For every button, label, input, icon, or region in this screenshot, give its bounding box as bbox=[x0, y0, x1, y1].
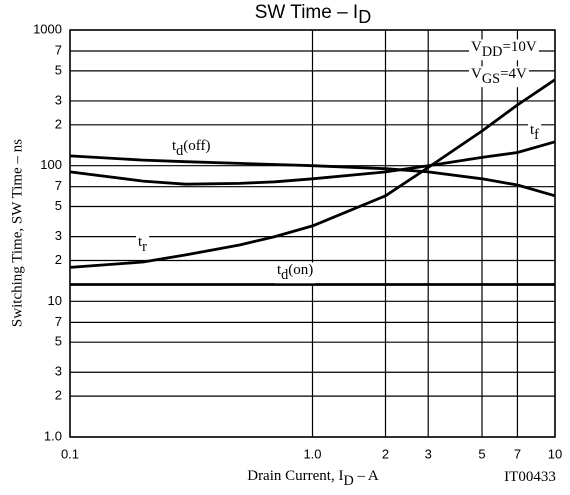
series-label: tr bbox=[138, 234, 147, 255]
y-tick-label: 3 bbox=[55, 92, 62, 107]
x-axis-label: Drain Current, ID – A bbox=[247, 468, 379, 489]
x-tick-label: 5 bbox=[478, 446, 485, 461]
series-label-sub: f bbox=[534, 127, 539, 143]
y-tick-label: 7 bbox=[55, 42, 62, 57]
y-tick-label: 3 bbox=[55, 364, 62, 379]
x-tick-label: 1.0 bbox=[303, 446, 321, 461]
chart-title-sub: D bbox=[358, 7, 371, 27]
chart-title: SW Time – ID bbox=[255, 2, 372, 27]
y-tick-label: 2 bbox=[55, 116, 62, 131]
annotation-part: V bbox=[471, 39, 482, 55]
label-background bbox=[170, 138, 213, 160]
x-tick-label: 7 bbox=[514, 446, 521, 461]
x-tick-label: 0.1 bbox=[61, 446, 79, 461]
annotation-part: IT00433 bbox=[504, 469, 556, 485]
series-label-part: (off) bbox=[183, 138, 210, 154]
y-tick-label: 7 bbox=[55, 314, 62, 329]
x-tick-label: 10 bbox=[548, 446, 562, 461]
y-tick-label: 100 bbox=[40, 157, 62, 172]
label-background bbox=[528, 122, 542, 144]
x-axis-label-sub: D bbox=[343, 473, 353, 489]
series-label: td(on) bbox=[277, 262, 313, 283]
label-background bbox=[469, 66, 530, 88]
annotation: VGS=4V bbox=[471, 66, 527, 87]
chart-title-part: SW Time – I bbox=[255, 2, 358, 23]
y-tick-label: 1.0 bbox=[44, 428, 62, 443]
label-background bbox=[469, 39, 539, 61]
annotation-sub: GS bbox=[482, 71, 500, 87]
annotation-sub: DD bbox=[482, 44, 503, 60]
annotation: VDD=10V bbox=[471, 39, 537, 60]
x-tick-label: 3 bbox=[425, 446, 432, 461]
y-tick-label: 7 bbox=[55, 178, 62, 193]
x-axis-label-part: – A bbox=[354, 468, 379, 484]
series-label: td(off) bbox=[172, 138, 211, 159]
annotation-part: =4V bbox=[500, 66, 527, 82]
x-tick-label: 2 bbox=[382, 446, 389, 461]
series-label-part: t bbox=[277, 262, 282, 278]
annotation-part: V bbox=[471, 66, 482, 82]
series-label-part: t bbox=[172, 138, 177, 154]
series-line bbox=[69, 78, 556, 269]
y-axis-label: Switching Time, SW Time – ns bbox=[9, 139, 25, 327]
y-tick-label: 10 bbox=[48, 293, 62, 308]
series-line bbox=[69, 140, 556, 186]
annotation-part: =10V bbox=[502, 39, 536, 55]
y-tick-label: 2 bbox=[55, 252, 62, 267]
series-label-sub: d bbox=[176, 143, 183, 159]
series-line bbox=[69, 154, 556, 198]
y-tick-label: 3 bbox=[55, 228, 62, 243]
y-tick-label: 1000 bbox=[33, 21, 62, 36]
series-label-part: (on) bbox=[288, 262, 313, 278]
label-background bbox=[136, 234, 150, 256]
series-label-part: t bbox=[530, 122, 535, 138]
series-label-sub: r bbox=[142, 239, 147, 255]
y-tick-label: 5 bbox=[55, 62, 62, 77]
label-background bbox=[275, 262, 316, 284]
series-label: tf bbox=[530, 122, 539, 143]
y-tick-label: 5 bbox=[55, 198, 62, 213]
y-tick-label: 2 bbox=[55, 388, 62, 403]
annotation: IT00433 bbox=[504, 469, 556, 485]
y-tick-label: 5 bbox=[55, 334, 62, 349]
x-axis-label-part: Drain Current, I bbox=[247, 468, 343, 484]
series-label-part: t bbox=[138, 234, 143, 250]
series-label-sub: d bbox=[281, 267, 288, 283]
